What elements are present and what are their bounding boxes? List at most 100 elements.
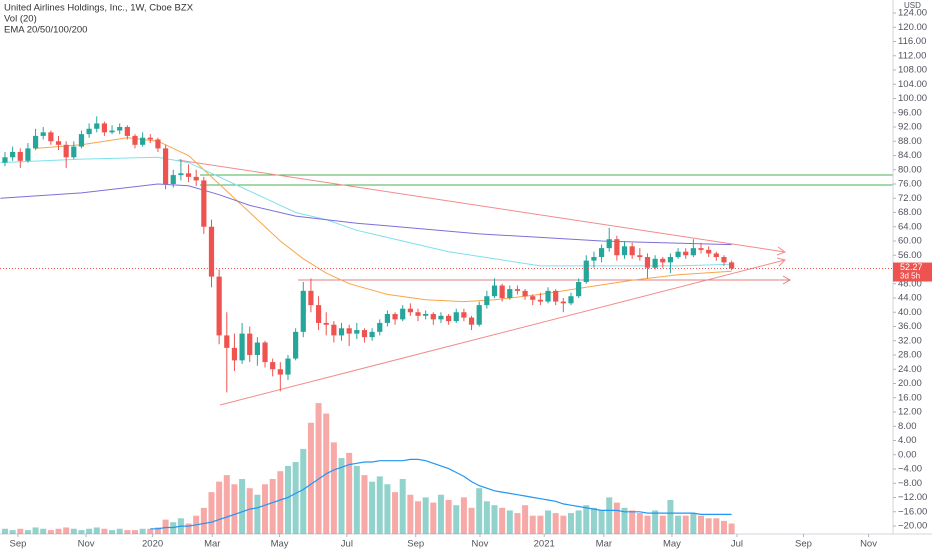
candle-body <box>354 330 360 334</box>
y-tick-label: 104.00 <box>898 79 927 90</box>
volume-bar <box>109 530 116 534</box>
candle-body <box>193 176 199 181</box>
x-tick-label: Sep <box>795 539 812 550</box>
volume-bar <box>705 518 712 534</box>
y-tick-label: 40.00 <box>898 307 922 318</box>
y-tick-label: 36.00 <box>898 321 922 332</box>
candle-body <box>315 305 322 323</box>
volume-bar <box>40 528 47 534</box>
candle-body <box>270 362 276 370</box>
candle-body <box>660 258 666 263</box>
candle-body <box>208 226 215 277</box>
countdown-label: 3d 5h <box>900 272 920 281</box>
candle-body <box>247 333 253 355</box>
volume-bar <box>652 510 659 534</box>
candle-body <box>201 180 207 227</box>
volume-bar <box>231 484 238 534</box>
y-tick-label: 108.00 <box>898 65 927 76</box>
y-tick-label: 0.00 <box>898 449 917 460</box>
candle-body <box>683 251 689 256</box>
candle-body <box>415 312 421 316</box>
arrow <box>782 275 792 285</box>
candle-body <box>721 257 727 263</box>
candle-body <box>63 144 69 158</box>
volume-bar <box>522 505 529 534</box>
candle-body <box>491 285 498 297</box>
volume-bar <box>269 479 276 534</box>
candle-body <box>338 328 345 336</box>
candle-body <box>346 328 352 334</box>
volume-bar <box>170 522 177 534</box>
volume-bar <box>407 494 414 534</box>
y-tick-label: 124.00 <box>898 8 927 19</box>
volume-bar <box>300 448 307 534</box>
y-tick-label: 68.00 <box>898 207 922 218</box>
candle-body <box>178 173 184 176</box>
candle-body <box>430 314 436 320</box>
volume-bar <box>116 528 123 534</box>
candle-body <box>262 342 268 363</box>
volume-bar <box>437 494 444 534</box>
y-tick-label: 80.00 <box>898 164 922 175</box>
volume-bar <box>376 476 383 534</box>
candle-body <box>522 290 528 297</box>
y-tick-label: 112.00 <box>898 50 926 61</box>
candle-body <box>361 330 368 338</box>
candle-body <box>423 314 429 316</box>
candle-body <box>78 134 85 147</box>
volume-bar <box>70 528 77 534</box>
volume-bar <box>499 507 506 534</box>
candle-body <box>392 314 398 320</box>
y-tick-label: 60.00 <box>898 236 922 247</box>
last-price-box <box>893 262 932 282</box>
volume-bar <box>606 497 613 534</box>
drawings <box>177 159 893 406</box>
candle-body <box>729 262 735 269</box>
y-tick-label: 92.00 <box>898 122 922 133</box>
candle-body <box>598 248 605 258</box>
candle-body <box>25 148 31 161</box>
candle-body <box>675 251 681 258</box>
volume-bar <box>720 520 727 534</box>
candle-body <box>162 148 169 184</box>
candle-body <box>560 301 566 304</box>
volume-bar <box>32 527 39 534</box>
y-tick-label: 24.00 <box>898 364 922 375</box>
x-tick-label: Sep <box>10 539 27 550</box>
volume-bar <box>415 501 422 534</box>
volume-bar <box>86 528 93 534</box>
candle-body <box>231 347 238 361</box>
candle-body <box>652 258 658 268</box>
candle-body <box>553 290 559 302</box>
candle-body <box>507 289 513 298</box>
volume-bar <box>545 510 552 534</box>
volume-bar <box>254 494 261 534</box>
candle-body <box>147 137 153 140</box>
x-tick-label: Nov <box>78 539 95 550</box>
y-tick-label: 64.00 <box>898 221 922 232</box>
ema-line <box>0 183 732 246</box>
volume-bar <box>675 515 682 534</box>
x-tick-label: May <box>663 539 681 550</box>
volume-bar <box>728 523 735 534</box>
candle-body <box>40 132 46 136</box>
volume-bar <box>621 507 628 534</box>
candle-body <box>132 135 138 145</box>
candle-body <box>117 126 123 131</box>
x-tick-label: Jul <box>731 539 743 550</box>
trendline <box>219 259 786 406</box>
volume-bar <box>453 505 460 534</box>
candle-body <box>499 285 505 298</box>
volume-bar <box>644 515 651 534</box>
candle-body <box>476 305 482 325</box>
candle-body <box>530 296 536 300</box>
volume-bar <box>315 403 322 534</box>
candle-body <box>583 260 589 282</box>
volume-bar <box>216 481 223 534</box>
x-tick-label: May <box>271 539 289 550</box>
candle-body <box>254 342 260 355</box>
volume-bar <box>613 502 620 534</box>
volume-bar <box>101 528 108 534</box>
volume-bar <box>491 505 498 534</box>
